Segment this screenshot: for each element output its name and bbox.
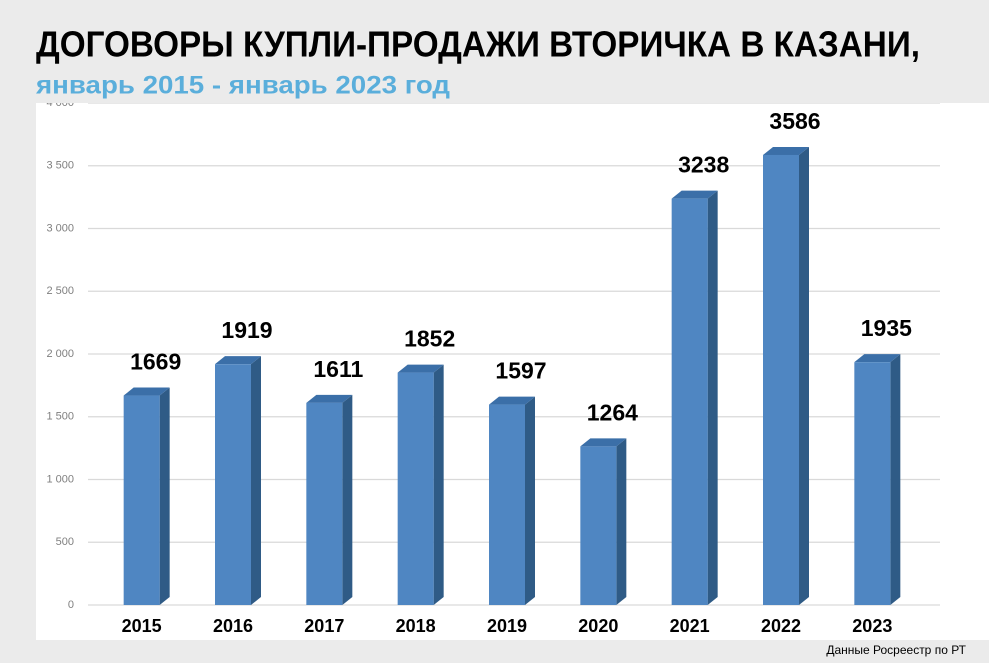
bar xyxy=(671,198,708,606)
x-tick-label: 2021 xyxy=(670,616,710,636)
value-label: 1669 xyxy=(130,349,181,375)
bar xyxy=(123,395,160,605)
value-label: 1264 xyxy=(587,399,638,425)
value-label: 3238 xyxy=(678,152,729,178)
y-tick-label: 3 000 xyxy=(46,222,74,234)
bar-side xyxy=(799,146,809,605)
y-tick-label: 2 000 xyxy=(46,348,74,360)
bar xyxy=(397,372,434,605)
value-label: 1852 xyxy=(404,326,455,352)
y-tick-label: 4 000 xyxy=(46,97,74,109)
value-label: 1597 xyxy=(495,358,546,384)
chart-subtitle: январь 2015 - январь 2023 год xyxy=(35,72,450,100)
bar-side xyxy=(707,190,718,606)
value-label: 1611 xyxy=(313,356,363,382)
bar-top xyxy=(306,394,353,403)
x-tick-label: 2020 xyxy=(578,616,618,636)
x-tick-label: 2018 xyxy=(396,616,436,636)
bar-top xyxy=(397,364,444,373)
y-tick-label: 1 500 xyxy=(46,411,74,423)
value-label: 3586 xyxy=(769,108,820,134)
source-note: Данные Росреестр по РТ xyxy=(826,643,966,657)
y-tick-label: 3 500 xyxy=(46,160,74,172)
bar-top xyxy=(215,356,261,365)
x-tick-label: 2017 xyxy=(304,616,344,636)
bar-side xyxy=(342,394,353,605)
x-tick-label: 2023 xyxy=(852,616,892,636)
x-tick-label: 2022 xyxy=(761,616,801,636)
bar xyxy=(215,364,251,605)
bar xyxy=(763,154,799,605)
x-tick-label: 2016 xyxy=(213,616,253,636)
bar-side xyxy=(251,356,261,605)
bar-side xyxy=(433,364,444,605)
bar-top xyxy=(580,438,627,447)
chart-title: ДОГОВОРЫ КУПЛИ-ПРОДАЖИ ВТОРИЧКА В КАЗАНИ… xyxy=(36,24,920,65)
bar-top xyxy=(489,396,535,405)
bar-top xyxy=(671,190,718,199)
x-tick-label: 2019 xyxy=(487,616,527,636)
bar-side xyxy=(525,396,535,605)
bar-top xyxy=(854,354,901,363)
bar-top xyxy=(123,387,170,396)
bar-side xyxy=(159,387,170,605)
bar-top xyxy=(763,146,809,155)
bar xyxy=(580,446,617,605)
bar xyxy=(489,404,525,605)
value-label: 1935 xyxy=(861,315,912,341)
y-tick-label: 2 500 xyxy=(46,285,74,297)
plot: 0 500 1 000 1 500 2 000 2 500 3 000 3 500 4 000 2… xyxy=(46,97,940,636)
x-tick-label: 2015 xyxy=(122,616,162,636)
bar xyxy=(306,402,343,605)
bar xyxy=(854,362,891,605)
y-tick-label: 1 000 xyxy=(46,473,74,485)
y-tick-label: 0 xyxy=(68,599,74,611)
value-label: 1919 xyxy=(221,317,272,343)
y-tick-label: 500 xyxy=(56,536,74,548)
bar-side xyxy=(616,438,627,605)
bar-side xyxy=(890,354,901,605)
